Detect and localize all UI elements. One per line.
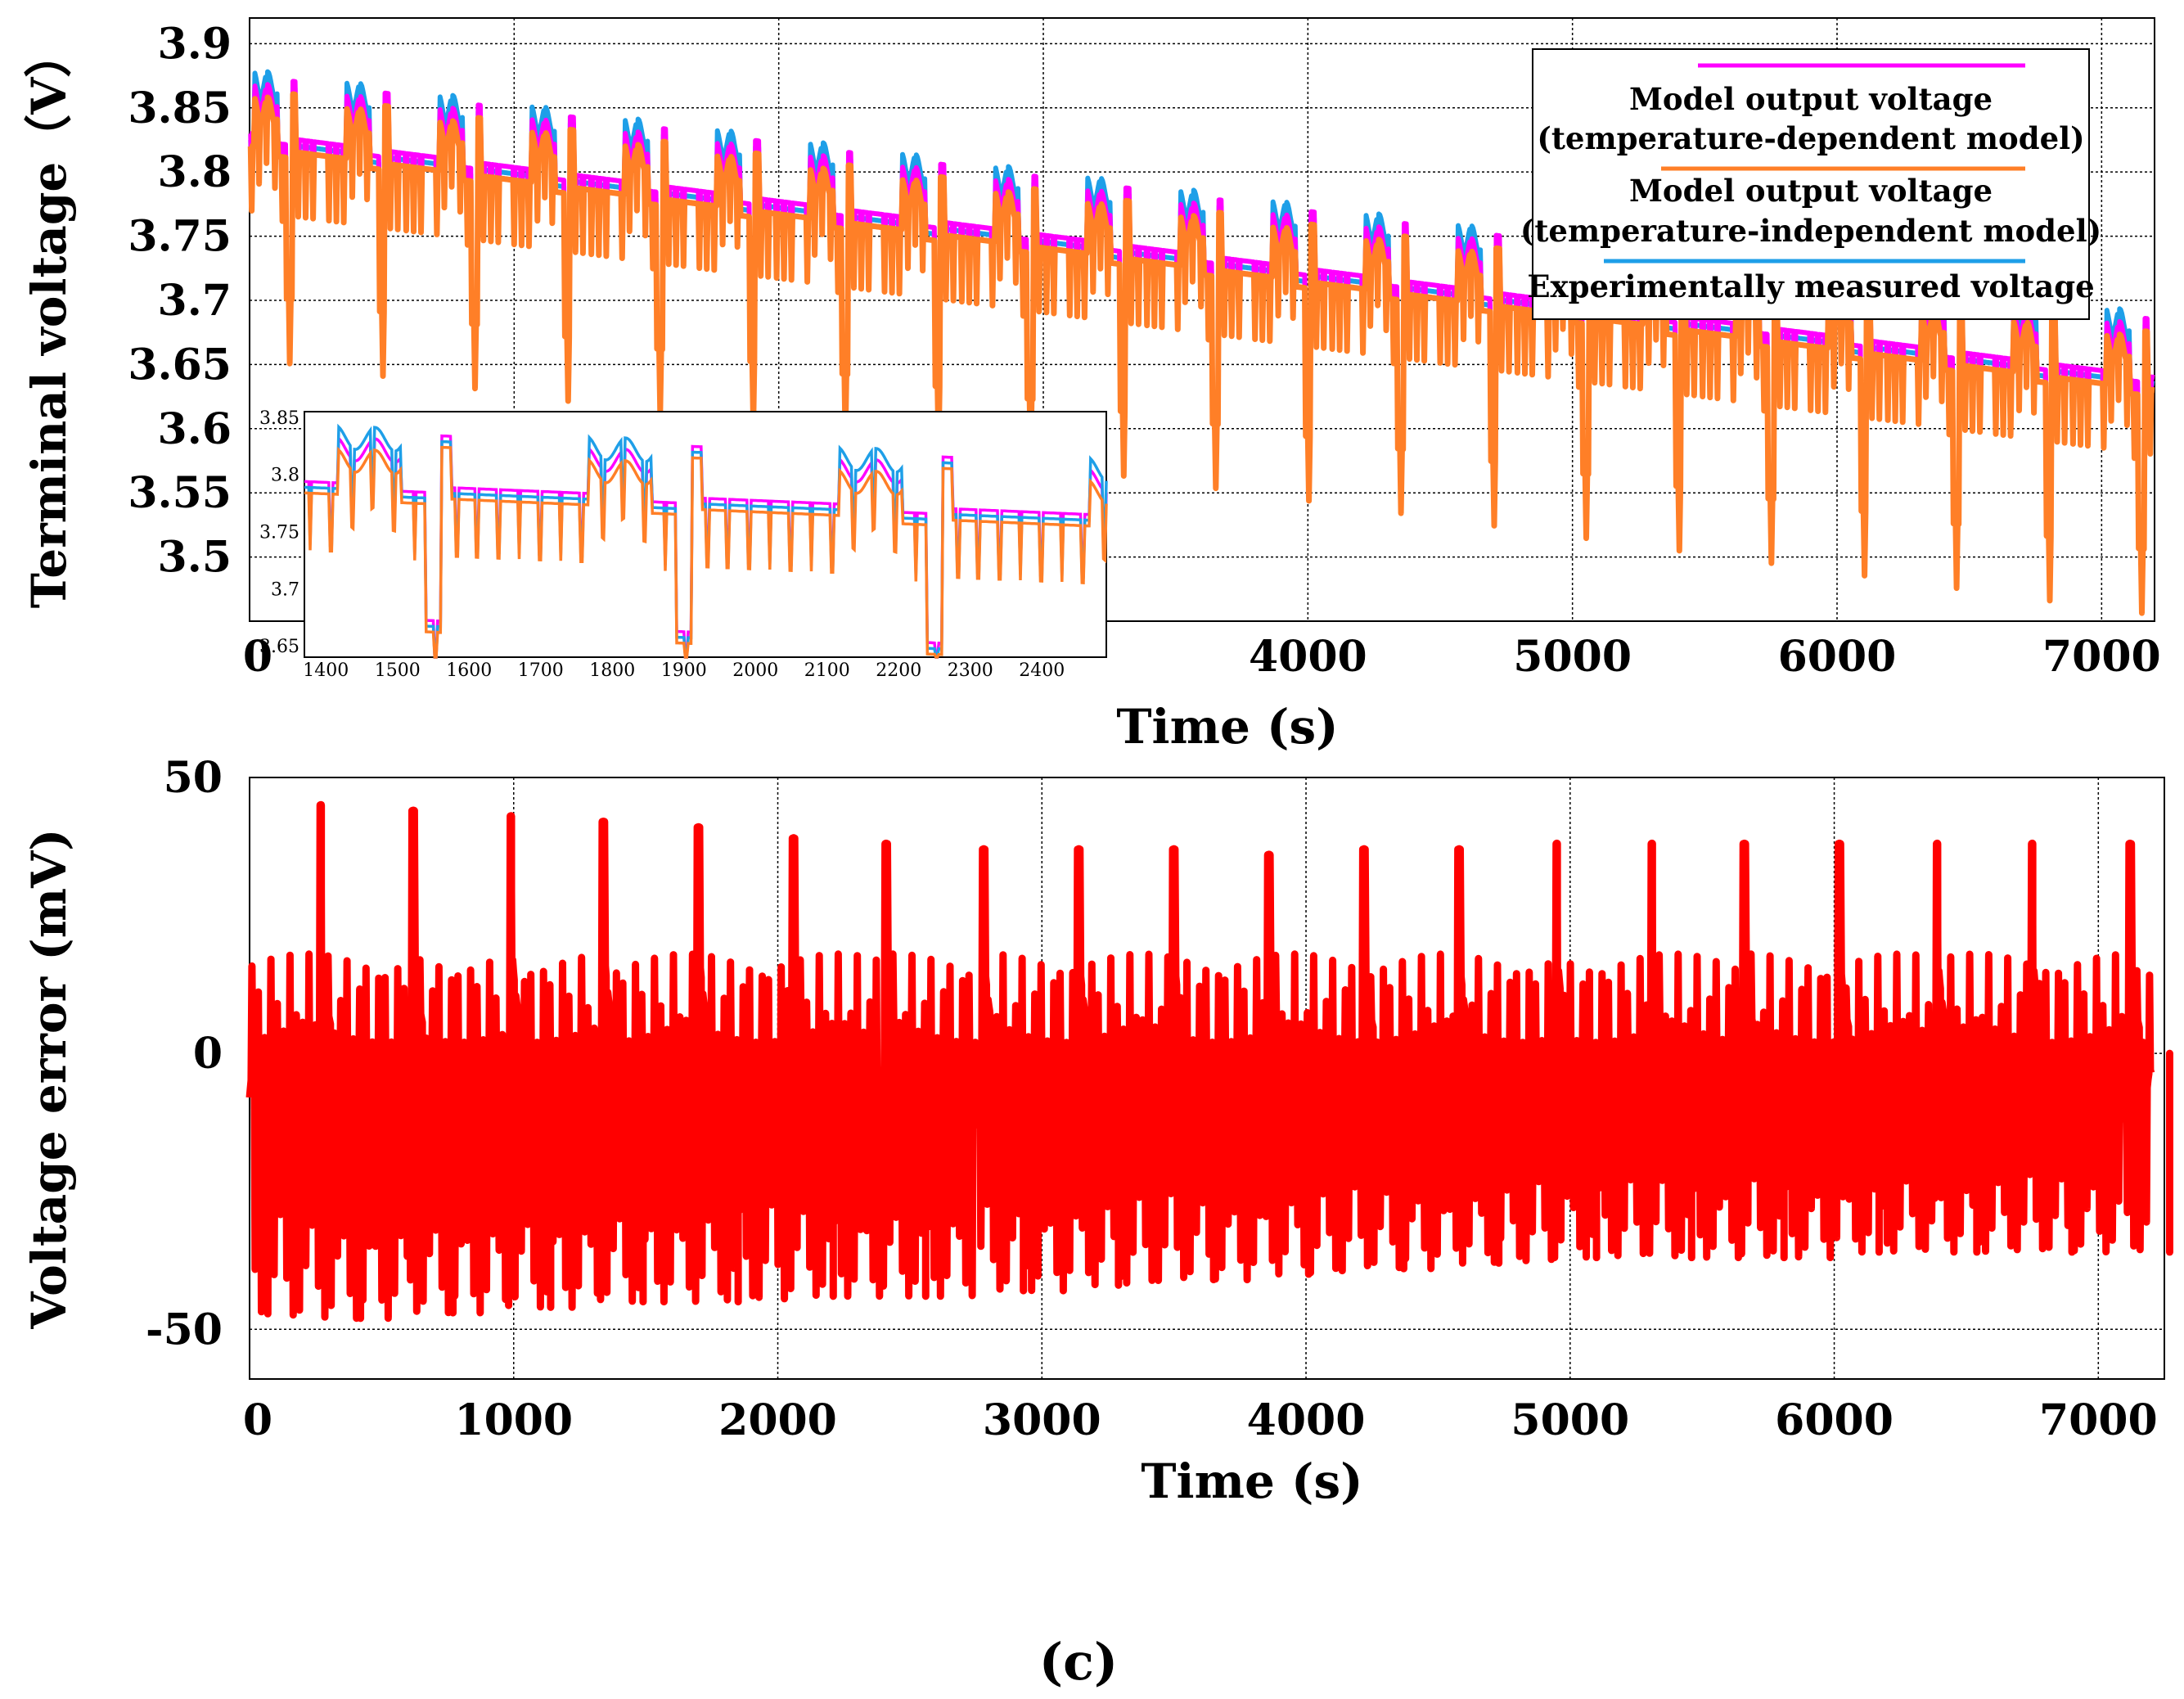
top-x-tick-label: 0 xyxy=(243,632,272,682)
top-x-tick-label: 4000 xyxy=(1249,632,1367,682)
inset-x-tick-labels: 1400 1500 1600 1700 1800 1900 2000 2100 2200 2300… xyxy=(303,660,1065,681)
top-y-tick-label: 3.9 xyxy=(158,19,232,69)
inset-x-tick-label: 2100 xyxy=(804,660,850,681)
inset-x-tick-label: 1900 xyxy=(661,660,707,681)
top-x-tick-labels: 0 4000 5000 6000 7000 xyxy=(243,632,2161,682)
inset-y-tick-label: 3.75 xyxy=(259,523,299,543)
legend-entry-1-line-2: (temperature-dependent model) xyxy=(1537,120,2084,156)
bottom-y-tick-label: 0 xyxy=(193,1029,223,1079)
inset-series-line-measured xyxy=(304,423,1108,659)
inset-x-tick-label: 2000 xyxy=(732,660,778,681)
bottom-x-tick-label: 3000 xyxy=(983,1395,1101,1445)
legend-entry-2-line-2: (temperature-independent model) xyxy=(1520,213,2101,249)
legend-entry-3: Experimentally measured voltage xyxy=(1527,268,2094,304)
bottom-y-tick-label: 50 xyxy=(164,753,223,803)
top-y-tick-label: 3.85 xyxy=(128,83,232,133)
top-y-tick-label: 3.75 xyxy=(128,212,232,262)
top-y-tick-labels: 3.5 3.55 3.6 3.65 3.7 3.75 3.8 3.85 3.9 xyxy=(128,19,232,582)
inset-x-tick-label: 2300 xyxy=(948,660,993,681)
inset-series-line-independent xyxy=(304,445,1108,659)
bottom-x-tick-label: 4000 xyxy=(1247,1395,1366,1445)
top-y-tick-label: 3.55 xyxy=(128,468,232,518)
terminal-voltage-chart: 3.5 3.55 3.6 3.65 3.7 3.75 3.8 3.85 3.9 0 4000 500… xyxy=(21,17,2161,755)
inset-x-tick-label: 1500 xyxy=(375,660,421,681)
bottom-y-tick-labels: -50 0 50 xyxy=(146,753,223,1354)
bottom-x-tick-label: 2000 xyxy=(718,1395,837,1445)
bottom-y-tick-label: -50 xyxy=(146,1305,223,1354)
voltage-error-line xyxy=(245,801,2155,1323)
bottom-x-tick-label: 5000 xyxy=(1511,1395,1629,1445)
panel-label: (c) xyxy=(1039,1632,1118,1692)
bottom-x-tick-label: 6000 xyxy=(1775,1395,1894,1445)
bottom-x-tick-label: 1000 xyxy=(454,1395,573,1445)
top-x-tick-label: 7000 xyxy=(2042,632,2161,682)
bottom-x-axis-title: Time (s) xyxy=(1141,1453,1362,1509)
top-x-tick-label: 6000 xyxy=(1778,632,1897,682)
top-y-tick-label: 3.8 xyxy=(158,147,232,197)
bottom-x-tick-labels: 0 1000 2000 3000 4000 5000 6000 7000 xyxy=(243,1395,2158,1445)
top-x-tick-label: 5000 xyxy=(1513,632,1632,682)
top-y-axis-title: Terminal voltage（V） xyxy=(21,30,77,609)
top-y-tick-label: 3.65 xyxy=(128,340,232,390)
inset-series-line-dependent xyxy=(304,434,1108,659)
legend: Model output voltage (temperature-depend… xyxy=(1520,48,2101,320)
inset-x-tick-label: 1800 xyxy=(589,660,635,681)
inset-x-tick-label: 1700 xyxy=(518,660,564,681)
inset-series-group xyxy=(304,423,1108,659)
bottom-x-tick-label: 7000 xyxy=(2039,1395,2158,1445)
inset-y-tick-label: 3.65 xyxy=(259,637,299,657)
inset-y-tick-label: 3.8 xyxy=(271,466,299,486)
inset-x-tick-label: 2400 xyxy=(1019,660,1065,681)
bottom-series-group xyxy=(245,800,2173,1323)
legend-box xyxy=(1532,48,2090,320)
legend-entry-2-line-1: Model output voltage xyxy=(1629,173,1993,209)
inset-x-tick-label: 1600 xyxy=(446,660,492,681)
bottom-y-axis-title: Voltage error (mV) xyxy=(21,828,77,1329)
inset-x-tick-label: 2200 xyxy=(876,660,921,681)
legend-entry-1-line-1: Model output voltage xyxy=(1629,81,1993,117)
top-y-tick-label: 3.6 xyxy=(158,404,232,454)
inset-x-tick-label: 1400 xyxy=(303,660,349,681)
bottom-x-tick-label: 0 xyxy=(243,1395,272,1445)
inset-y-tick-labels: 3.65 3.7 3.75 3.8 3.85 xyxy=(259,408,299,657)
top-x-axis-title: Time (s) xyxy=(1116,699,1338,755)
inset-y-tick-label: 3.7 xyxy=(271,579,299,600)
inset-y-tick-label: 3.85 xyxy=(259,408,299,429)
inset-zoom-chart: 3.653.73.753.83.85 1400 1500 1600 1700 1800 1… xyxy=(259,408,1108,681)
top-y-tick-label: 3.7 xyxy=(158,276,232,326)
top-y-tick-label: 3.5 xyxy=(158,533,232,583)
